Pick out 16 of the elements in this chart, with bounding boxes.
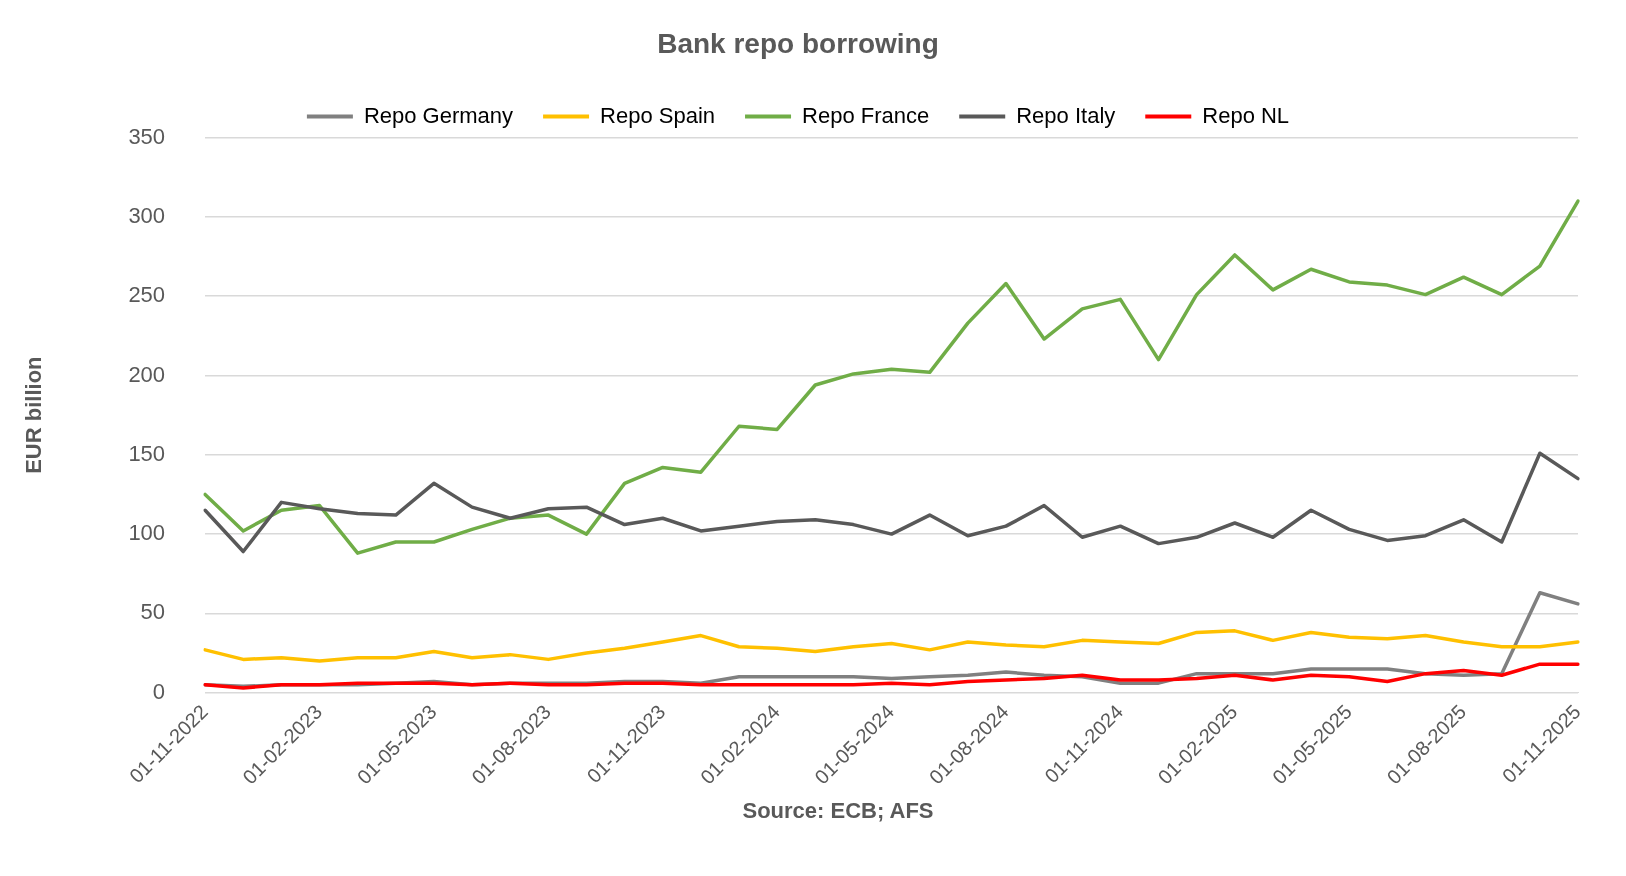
legend-label: Repo Spain bbox=[600, 102, 716, 128]
legend-label: Repo NL bbox=[1202, 102, 1290, 128]
y-tick-label: 250 bbox=[128, 282, 166, 308]
legend-label: Repo Italy bbox=[1016, 102, 1116, 128]
source-note: Source: ECB; AFS bbox=[741, 798, 935, 824]
y-tick-label: 100 bbox=[128, 520, 166, 546]
y-tick-label: 0 bbox=[152, 678, 166, 704]
y-tick-label: 200 bbox=[128, 361, 166, 387]
legend-label: Repo Germany bbox=[363, 102, 514, 128]
y-tick-label: 150 bbox=[128, 440, 166, 466]
y-axis-title: EUR billion bbox=[21, 356, 47, 474]
y-tick-label: 300 bbox=[128, 202, 166, 228]
y-tick-label: 350 bbox=[128, 123, 166, 149]
chart-title: Bank repo borrowing bbox=[657, 27, 939, 59]
y-tick-label: 50 bbox=[140, 599, 166, 625]
legend-label: Repo France bbox=[802, 102, 930, 128]
